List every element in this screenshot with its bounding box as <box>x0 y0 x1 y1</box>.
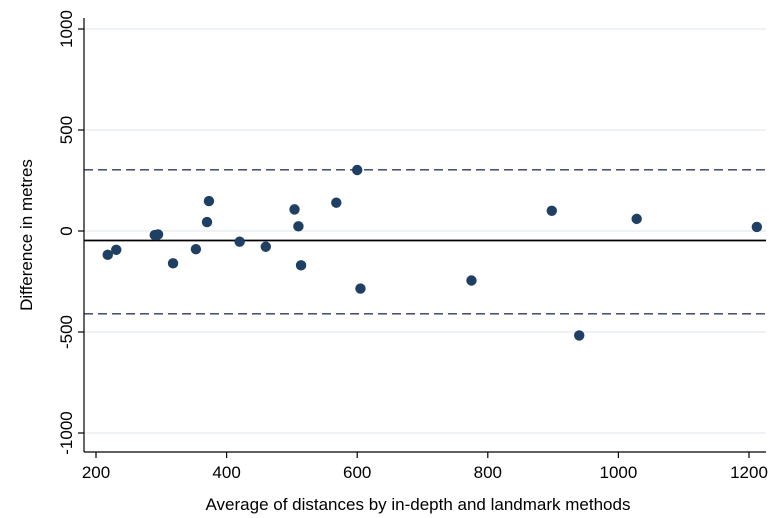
y-tick-label: 0 <box>57 226 76 235</box>
x-tick-label: 1200 <box>730 463 768 482</box>
data-points <box>102 164 763 341</box>
y-tick-label: 500 <box>57 116 76 144</box>
x-tick-label: 800 <box>474 463 502 482</box>
y-tick-label: -1000 <box>57 411 76 454</box>
data-point <box>201 216 213 228</box>
data-point <box>574 330 585 341</box>
data-point <box>234 236 245 247</box>
data-point <box>631 213 642 225</box>
reference-lines <box>84 169 766 315</box>
data-point <box>295 260 307 271</box>
data-point <box>293 221 304 232</box>
data-point <box>167 258 179 269</box>
x-tick-label: 1000 <box>599 463 637 482</box>
data-point <box>751 221 763 233</box>
x-tick-label: 400 <box>212 463 240 482</box>
y-tick-label: 1000 <box>57 10 76 48</box>
x-tick-label: 600 <box>343 463 371 482</box>
data-point <box>289 204 300 215</box>
x-tick-label: 200 <box>82 463 110 482</box>
data-point <box>152 229 164 240</box>
data-point <box>260 241 271 252</box>
y-axis-title: Difference in metres <box>17 159 36 311</box>
x-axis-title: Average of distances by in-depth and lan… <box>206 495 631 514</box>
data-point <box>111 244 122 255</box>
data-point <box>546 205 557 216</box>
data-point <box>355 283 366 294</box>
data-point <box>102 249 113 261</box>
y-tick-label: -500 <box>57 315 76 349</box>
gridlines <box>84 28 766 434</box>
axes: -1000 -500 0 500 1000 200 400 600 800 1000 1200 <box>57 10 768 482</box>
data-point <box>466 275 477 286</box>
data-point <box>203 195 215 207</box>
data-point <box>190 243 202 255</box>
data-point <box>331 197 342 208</box>
data-point <box>352 164 363 176</box>
